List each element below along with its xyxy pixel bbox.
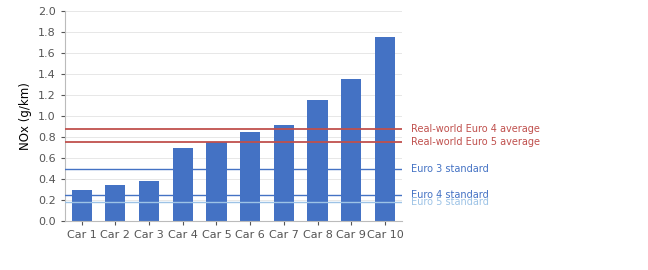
- Y-axis label: NOx (g/km): NOx (g/km): [19, 82, 32, 150]
- Text: Real-world Euro 5 average: Real-world Euro 5 average: [411, 137, 540, 147]
- Text: Euro 5 standard: Euro 5 standard: [411, 197, 489, 207]
- Text: Euro 4 standard: Euro 4 standard: [411, 190, 489, 200]
- Bar: [139, 181, 159, 221]
- Bar: [307, 100, 328, 221]
- Bar: [375, 37, 395, 221]
- Bar: [206, 143, 227, 221]
- Bar: [71, 190, 92, 221]
- Bar: [273, 124, 294, 221]
- Bar: [341, 79, 362, 221]
- Text: Euro 3 standard: Euro 3 standard: [411, 164, 489, 174]
- Bar: [105, 185, 126, 221]
- Bar: [172, 148, 193, 221]
- Bar: [240, 132, 260, 221]
- Text: Real-world Euro 4 average: Real-world Euro 4 average: [411, 124, 540, 134]
